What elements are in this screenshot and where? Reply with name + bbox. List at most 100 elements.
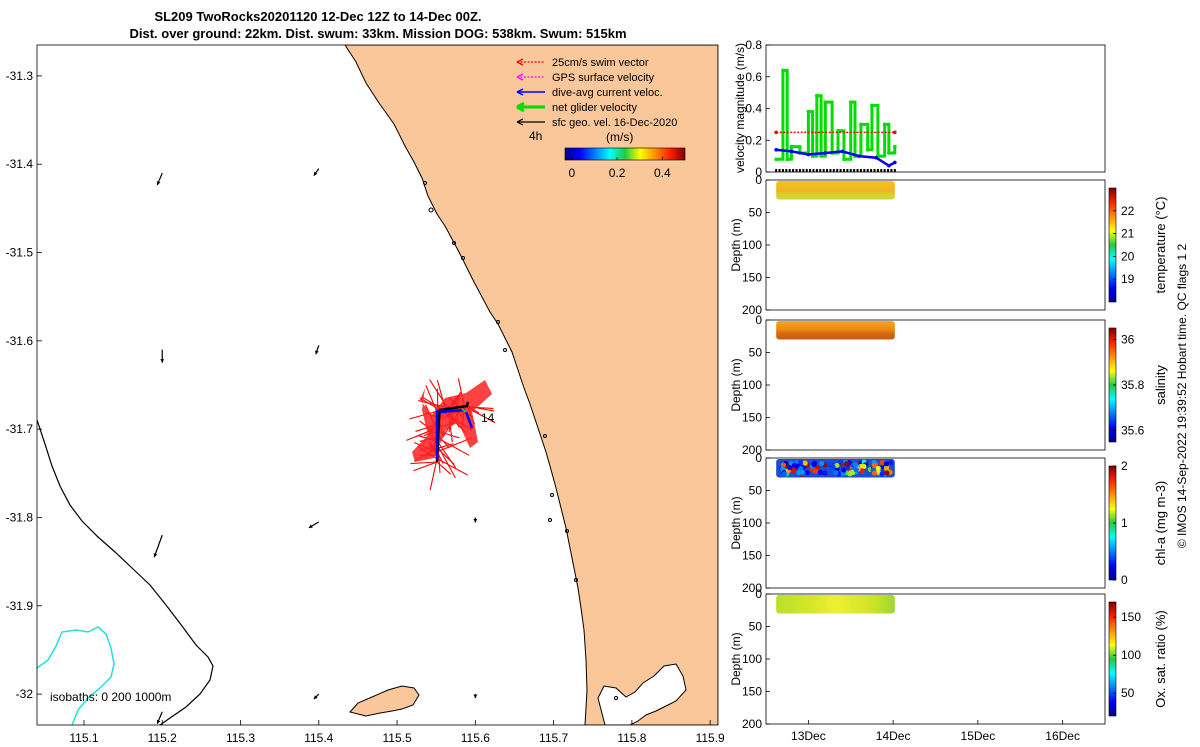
- map-y-axis: -31.3 -31.4 -31.5 -31.6 -31.7 -31.8 -31.9 -32: [6, 69, 42, 701]
- chl-sample: [833, 470, 839, 476]
- velocity-point: [823, 151, 828, 155]
- chl-sample: [781, 471, 787, 477]
- section-ytick-label: 150: [742, 271, 762, 285]
- velocity-point: [865, 147, 870, 152]
- geo-vector-head: [313, 171, 318, 176]
- section-colorbar-tick-label: 2: [1121, 459, 1128, 473]
- geo-vector-head: [473, 518, 478, 523]
- section-ox: 0 50 100 150 200 Depth (m) 50 100 150 Ox. sat. ra…: [729, 587, 1168, 731]
- chl-sample: [844, 461, 850, 467]
- geo-vector-head: [153, 553, 158, 558]
- legend-geo-head: [516, 118, 524, 126]
- map-colorbar-tick-label: 0.4: [654, 166, 671, 180]
- map-x-axis: 115.1 115.2 115.3 115.4 115.5 115.6 115.7 115.8…: [69, 720, 725, 745]
- section-ytick-label: 100: [742, 238, 762, 252]
- chl-sample: [830, 464, 836, 470]
- section-ytick-label: 0: [755, 313, 762, 327]
- section-ytick-label: 200: [742, 581, 762, 595]
- map-colorbar: [564, 147, 686, 161]
- chl-sample: [812, 468, 818, 474]
- section-colorbar-tick-label: 150: [1121, 610, 1141, 624]
- velocity-baseline-marker: [846, 169, 849, 172]
- map-ytick-label: -31.6: [6, 334, 34, 348]
- geo-vector-head: [313, 695, 318, 700]
- legend-gps-head: [516, 73, 524, 81]
- velocity-point: [774, 157, 778, 162]
- geo-vector-head: [156, 719, 161, 724]
- map-xtick-label: 115.2: [148, 731, 177, 745]
- velocity-baseline-marker: [832, 169, 835, 172]
- section-colorbar-tick-label: 100: [1121, 648, 1141, 662]
- section-colorbar: [1108, 601, 1117, 717]
- chl-sample: [884, 470, 890, 476]
- section-axes-frame: [765, 457, 1106, 589]
- section-ytick-label: 150: [742, 549, 762, 563]
- velocity-point: [823, 100, 828, 104]
- sfc-geo-vectors: [153, 168, 478, 724]
- velocity-baseline-marker: [873, 169, 876, 172]
- map-ytick-label: -31.9: [6, 599, 34, 613]
- map-ytick-label: -31.7: [6, 422, 34, 436]
- velocity-point: [893, 144, 897, 149]
- velocity-point: [840, 149, 845, 154]
- velocity-point: [774, 147, 778, 152]
- map-colorbar-unit: (m/s): [606, 130, 633, 144]
- legend-sfc-geo-velocity: sfc geo. vel. 16-Dec-2020: [552, 117, 677, 129]
- velocity-baseline-marker: [863, 169, 866, 172]
- swim-vector-cluster: [412, 380, 492, 462]
- map-legend: 25cm/s swim vector GPS surface velocity …: [516, 57, 686, 180]
- swim-vector: [429, 458, 438, 491]
- chl-sample: [802, 460, 808, 466]
- glider-track-black: [435, 401, 470, 463]
- velocity-baseline-marker: [883, 169, 886, 172]
- map-axes-frame: [36, 44, 719, 726]
- section-ylabel: Depth (m): [729, 632, 743, 685]
- chl-sample: [796, 469, 802, 476]
- time-xtick-label: 13Dec: [791, 729, 826, 743]
- section-data-band: [776, 181, 895, 200]
- land-mass: [344, 45, 718, 725]
- velocity-point: [874, 155, 878, 160]
- velocity-baseline-marker: [802, 169, 805, 172]
- legend-dive-avg-head: [516, 88, 524, 96]
- chl-sample: [888, 460, 894, 466]
- section-colorbar-label: chl-a (mg m-3): [1153, 481, 1168, 566]
- velocity-baseline-marker: [826, 169, 829, 172]
- section-chl-a: 0 50 100 150 200 Depth (m) 0 1 2 chl-a (mg m-3): [729, 451, 1168, 595]
- legend-dive-avg-current: dive-avg current veloc.: [552, 87, 663, 99]
- chl-sample: [845, 465, 851, 471]
- velocity-baseline-marker: [805, 169, 808, 172]
- velocity-ytick-label: 0.8: [745, 38, 762, 52]
- chl-sample: [822, 470, 828, 476]
- velocity-point: [859, 122, 863, 127]
- velocity-y-axis: 0 0.2 0.4 0.6 0.8: [745, 38, 770, 179]
- velocity-point: [789, 149, 794, 154]
- swim-vector: [436, 444, 456, 479]
- geo-vector-head: [315, 350, 319, 355]
- velocity-point: [887, 151, 891, 155]
- dive-avg-current-vectors: [435, 408, 474, 460]
- map-ytick-label: -31.8: [6, 510, 34, 524]
- net-glider-velocity: [461, 408, 467, 413]
- chl-sample: [859, 468, 865, 474]
- velocity-baseline-marker: [849, 169, 852, 172]
- chl-sample: [879, 471, 885, 477]
- section-colorbar-tick-label: 35.8: [1121, 378, 1145, 392]
- map-ytick-label: -31.3: [6, 69, 34, 83]
- velocity-point: [789, 144, 794, 149]
- velocity-baseline-marker: [812, 169, 815, 172]
- chl-sample: [819, 460, 825, 466]
- glider-swim-vectors: [406, 378, 496, 491]
- section-colorbar-label: temperature (°C): [1153, 197, 1168, 294]
- velocity-point: [870, 103, 874, 108]
- velocity-baseline-marker: [822, 169, 825, 172]
- section-data-band: [776, 595, 895, 614]
- velocity-baseline-marker: [856, 169, 859, 172]
- velocity-ytick-label: 0: [755, 165, 762, 179]
- velocity-point: [785, 157, 789, 162]
- section-temperature: 0 50 100 150 200 Depth (m) 19 20 21 22 temperature…: [729, 173, 1168, 317]
- isobath-1000m: [37, 626, 115, 725]
- section-axes-frame: [765, 593, 1106, 725]
- chl-sample: [827, 460, 833, 467]
- chl-sample: [790, 467, 796, 474]
